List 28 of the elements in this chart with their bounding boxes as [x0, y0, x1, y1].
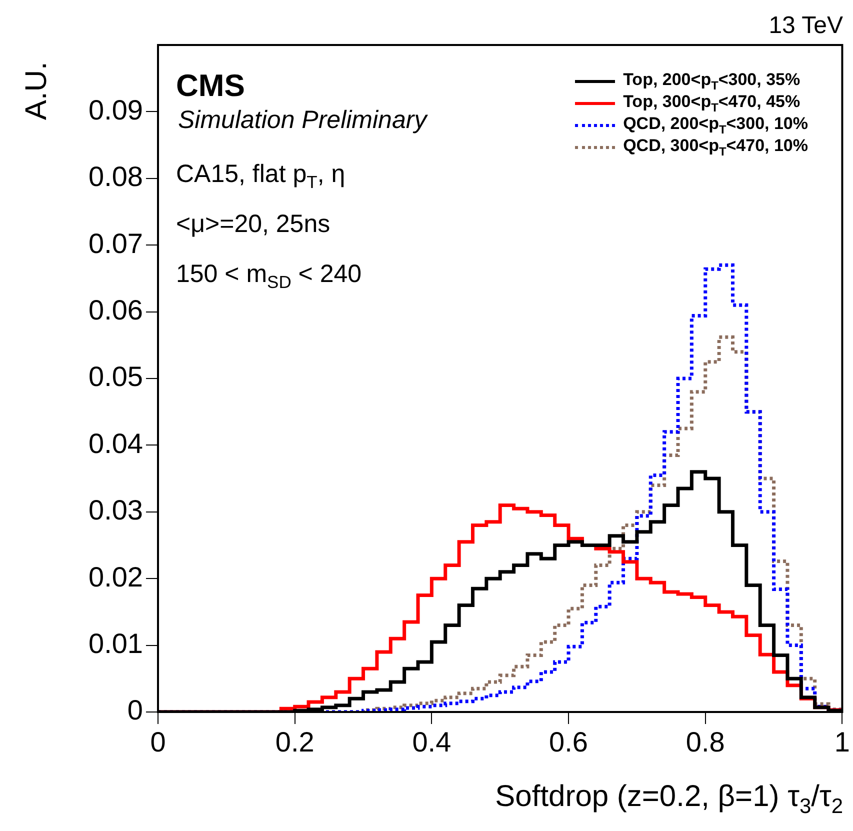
y-tick-label: 0: [127, 694, 143, 726]
y-tick-label: 0.04: [88, 428, 143, 459]
x-tick-label: 0.2: [275, 726, 314, 758]
text: 13 TeV: [768, 12, 843, 39]
legend-label: Top, 300<p$_{T}$<470, 45%: [623, 92, 800, 114]
x-axis-title: Softdrop (z=0.2, β=1) τ$_{3}$/τ$_{2}$: [495, 780, 843, 818]
x-tick-label: 1: [834, 726, 850, 758]
x-tick-label: 0.4: [412, 726, 452, 758]
annotation: CA15, flat p$_{T}$, η: [176, 160, 346, 192]
legend-label: QCD, 200<p$_{T}$<300, 10%: [623, 114, 808, 136]
legend-label: Top, 200<p$_{T}$<300, 35%: [623, 70, 800, 92]
y-axis-title: A.U.: [20, 62, 53, 120]
y-tick-label: 0.09: [88, 94, 143, 126]
legend-label: QCD, 300<p$_{T}$<470, 10%: [623, 136, 808, 158]
y-tick-label: 0.01: [88, 628, 143, 660]
annotation: CMS: [176, 68, 245, 103]
y-tick-label: 0.05: [88, 361, 143, 392]
y-tick-label: 0.06: [88, 294, 143, 326]
y-tick-label: 0.03: [88, 494, 143, 526]
y-tick-label: 0.02: [88, 561, 143, 592]
annotation: Simulation Preliminary: [178, 106, 427, 134]
annotation: 150 < m$_{SD}$ < 240: [176, 260, 362, 292]
y-tick-label: 0.07: [88, 228, 143, 259]
x-tick-label: 0.6: [549, 726, 588, 758]
x-tick-label: 0: [150, 726, 166, 758]
y-tick-label: 0.08: [88, 161, 143, 192]
annotation: <μ>=20, 25ns: [176, 210, 330, 238]
x-tick-label: 0.8: [686, 726, 725, 758]
